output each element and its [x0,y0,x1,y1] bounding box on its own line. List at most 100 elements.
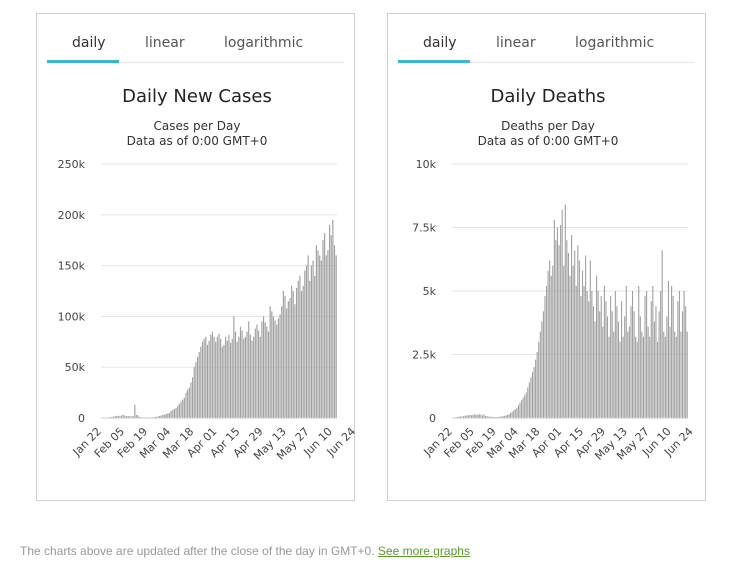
bar [656,341,659,418]
bar [163,414,166,418]
bar [633,311,635,418]
bar [530,377,532,418]
bar [574,250,576,418]
bar [475,414,477,418]
bar [605,301,607,418]
bar [112,416,114,418]
bar [533,367,535,418]
bar [610,296,612,418]
bar [538,341,540,418]
bar [510,412,512,418]
bar [655,306,657,418]
bar [159,415,161,418]
bar [608,336,610,418]
bar [630,306,632,418]
bar [535,359,537,418]
bar [525,392,527,418]
tab-daily[interactable]: daily [423,35,457,51]
bar [628,326,630,418]
bar [253,336,255,418]
bar [621,301,623,418]
bar [251,340,253,418]
bar [531,372,534,418]
bar [506,414,509,418]
y-tick-label: 0 [78,412,85,425]
bar [552,265,554,418]
bar [312,260,314,418]
bar [486,416,488,418]
bar [314,275,316,418]
bar [650,301,652,418]
bar [116,415,118,418]
bar [218,333,220,418]
bar [572,265,574,418]
bar [469,414,471,418]
bar [183,397,185,418]
bar [589,260,591,418]
bar [513,410,515,418]
bar [635,336,637,418]
bar [276,324,278,418]
bar [295,287,298,418]
tab-linear[interactable]: linear [145,35,185,51]
bar [586,291,588,418]
bar [127,416,129,418]
bar [226,340,228,418]
bar [196,357,199,418]
see-more-graphs-link[interactable]: See more graphs [377,544,470,558]
bar [234,331,237,418]
bar [121,415,123,418]
bar [213,336,215,418]
bar [300,291,303,418]
footer-text: The charts above are updated after the c… [20,544,375,558]
bar [464,415,466,418]
bar [470,415,473,418]
bar [616,306,618,418]
bar [613,331,615,418]
bar [122,414,124,418]
bar [241,330,243,418]
bar [477,414,479,418]
bar [162,414,164,418]
bar [489,416,491,418]
tab-daily[interactable]: daily [72,35,106,51]
bar [172,409,174,418]
bar [671,285,673,418]
bar [126,415,128,418]
bar [597,291,599,418]
tab-logarithmic[interactable]: logarithmic [224,35,304,51]
bar [599,311,601,418]
bar [223,344,225,418]
bar [674,331,676,418]
tab-logarithmic[interactable]: logarithmic [575,35,655,51]
bar [198,351,200,418]
bar [527,387,529,418]
bar [539,331,541,418]
bar [485,415,487,418]
bar [114,416,116,418]
bar [678,291,680,418]
bar [528,382,530,418]
bar [652,285,654,418]
bar [680,331,682,418]
bar [206,344,209,418]
bar [547,270,549,418]
bar [647,326,649,418]
bar [502,416,504,418]
bar [254,328,256,418]
bar [577,245,579,418]
bar [472,414,474,418]
bar [611,311,613,418]
bar [606,316,609,418]
chart-subtitle: Data as of 0:00 GMT+0 [478,134,619,148]
bar [292,291,294,418]
bar [220,338,222,418]
bar [320,260,322,418]
bar [192,377,194,418]
bar [677,301,679,418]
y-tick-label: 5k [423,285,437,298]
bar [327,250,329,418]
bar [170,410,172,418]
bar [244,336,246,418]
tab-linear[interactable]: linear [496,35,536,51]
